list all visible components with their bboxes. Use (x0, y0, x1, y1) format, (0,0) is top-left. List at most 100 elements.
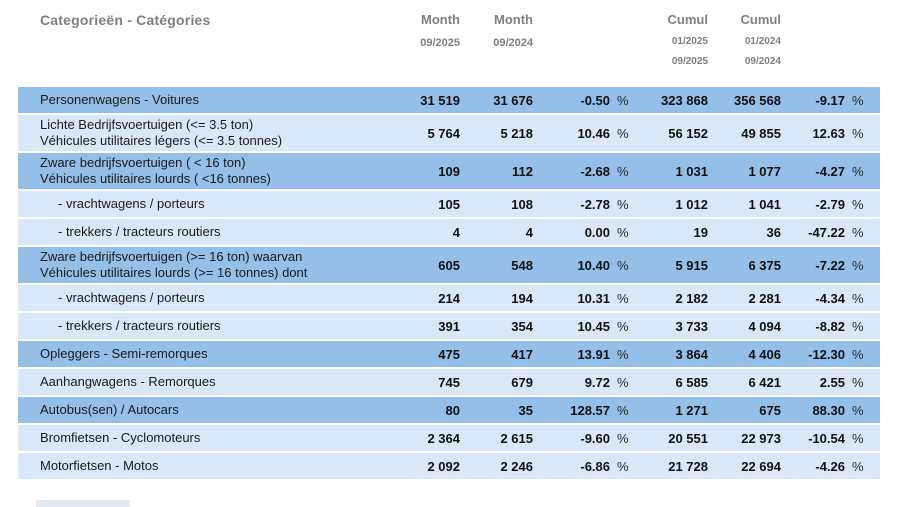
cumul-previous-value: 6 375 (748, 257, 781, 273)
percent-sign: % (617, 290, 629, 306)
category-label: Autobus(sen) / Autocars (18, 402, 358, 418)
table-row: Personenwagens - Voitures 31 519 31 676 … (18, 87, 880, 113)
month-previous-value: 4 (525, 224, 533, 240)
month-current-column-header: Month 09/2025 (420, 12, 460, 49)
month-previous-value: 2 246 (500, 458, 533, 474)
cumul-current-value: 1 031 (675, 163, 708, 179)
table-body: Personenwagens - Voitures 31 519 31 676 … (18, 87, 880, 479)
vehicle-registrations-table: Categorieën - Catégories Month 09/2025 M… (18, 0, 880, 481)
category-label-line: Véhicules utilitaires lourds (>= 16 tonn… (40, 265, 308, 280)
table-row: Autobus(sen) / Autocars 80 35 128.57 % 1… (18, 397, 880, 423)
category-label-line: Motorfietsen - Motos (40, 458, 159, 473)
cumul-current-value: 323 868 (661, 92, 708, 108)
category-label-line: - trekkers / tracteurs routiers (58, 318, 221, 333)
month-change-value: -0.50 (580, 92, 610, 108)
cumul-change-value: 88.30 (812, 402, 845, 418)
category-label-line: Opleggers - Semi-remorques (40, 346, 208, 361)
month-current-value: 2 364 (427, 430, 460, 446)
month-previous-value: 35 (518, 402, 533, 418)
percent-sign: % (617, 430, 629, 446)
table-row: - vrachtwagens / porteurs 105 108 -2.78 … (18, 191, 880, 217)
category-label-line: Zware bedrijfsvoertuigen ( < 16 ton) (40, 155, 246, 170)
percent-sign: % (852, 163, 864, 179)
category-label-line: Véhicules utilitaires lourds ( <16 tonne… (40, 171, 271, 186)
month-change-value: 13.91 (577, 346, 610, 362)
cumul-previous-value: 2 281 (748, 290, 781, 306)
percent-sign: % (617, 125, 629, 141)
percent-sign: % (852, 318, 864, 334)
month-current-value: 214 (438, 290, 460, 306)
category-label-line: - trekkers / tracteurs routiers (58, 224, 221, 239)
category-label: Bromfietsen - Cyclomoteurs (18, 430, 358, 446)
month-change-value: 10.31 (577, 290, 610, 306)
cumul-current-value: 20 551 (668, 430, 708, 446)
month-previous-value: 2 615 (500, 430, 533, 446)
percent-sign: % (617, 257, 629, 273)
cumul-current-value: 56 152 (668, 125, 708, 141)
table-row: - trekkers / tracteurs routiers 4 4 0.00… (18, 219, 880, 245)
cumul-previous-column-header: Cumul 01/2024 09/2024 (740, 12, 781, 67)
month-previous-value: 5 218 (500, 125, 533, 141)
cutoff-row-fragment (36, 500, 130, 507)
category-label-line: Aanhangwagens - Remorques (40, 374, 216, 389)
cumul-change-value: -7.22 (815, 257, 845, 273)
cumul-previous-value: 22 973 (741, 430, 781, 446)
cumul-previous-value: 1 077 (748, 163, 781, 179)
table-header: Categorieën - Catégories Month 09/2025 M… (18, 0, 880, 87)
category-label: Zware bedrijfsvoertuigen ( < 16 ton) Véhi… (18, 155, 358, 187)
cumul-change-value: -9.17 (815, 92, 845, 108)
category-label: Lichte Bedrijfsvoertuigen (<= 3.5 ton) Vé… (18, 117, 358, 149)
category-label-line: Autobus(sen) / Autocars (40, 402, 179, 417)
category-label-line: - vrachtwagens / porteurs (58, 290, 205, 305)
month-current-value: 605 (438, 257, 460, 273)
month-previous-value: 679 (511, 374, 533, 390)
month-change-value: 128.57 (570, 402, 610, 418)
month-change-value: -2.68 (580, 163, 610, 179)
cumul-change-value: -10.54 (808, 430, 845, 446)
category-label-line: Lichte Bedrijfsvoertuigen (<= 3.5 ton) (40, 117, 254, 132)
percent-sign: % (617, 196, 629, 212)
percent-sign: % (852, 290, 864, 306)
month-previous-value: 112 (512, 163, 533, 179)
month-previous-value: 417 (511, 346, 533, 362)
percent-sign: % (852, 92, 864, 108)
cumul-change-value: -4.26 (815, 458, 845, 474)
month-change-value: -6.86 (580, 458, 610, 474)
cumul-current-value: 1 271 (675, 402, 708, 418)
month-previous-value: 354 (511, 318, 533, 334)
percent-sign: % (852, 346, 864, 362)
cumul-previous-value: 36 (766, 224, 781, 240)
month-current-value: 2 092 (427, 458, 460, 474)
percent-sign: % (617, 224, 629, 240)
cumul-previous-value: 4 406 (748, 346, 781, 362)
cumul-current-column-header: Cumul 01/2025 09/2025 (667, 12, 708, 67)
cumul-change-value: -12.30 (808, 346, 845, 362)
cumul-current-value: 1 012 (675, 196, 708, 212)
month-current-value: 5 764 (427, 125, 460, 141)
month-current-value: 4 (452, 224, 460, 240)
percent-sign: % (617, 402, 629, 418)
cumul-previous-value: 1 041 (748, 196, 781, 212)
category-label-line: - vrachtwagens / porteurs (58, 196, 205, 211)
category-label-line: Véhicules utilitaires légers (<= 3.5 ton… (40, 133, 283, 148)
month-change-value: -9.60 (580, 430, 610, 446)
cumul-current-value: 2 182 (675, 290, 708, 306)
category-label: Zware bedrijfsvoertuigen (>= 16 ton) waa… (18, 249, 358, 281)
category-label: Motorfietsen - Motos (18, 458, 358, 474)
table-row: Bromfietsen - Cyclomoteurs 2 364 2 615 -… (18, 425, 880, 451)
table-row: Opleggers - Semi-remorques 475 417 13.91… (18, 341, 880, 367)
category-label-line: Personenwagens - Voitures (40, 92, 199, 107)
table-row: Zware bedrijfsvoertuigen ( < 16 ton) Véhi… (18, 153, 880, 189)
category-label: - trekkers / tracteurs routiers (18, 224, 358, 240)
percent-sign: % (852, 257, 864, 273)
cumul-previous-value: 675 (759, 402, 781, 418)
percent-sign: % (617, 92, 629, 108)
cumul-change-value: 12.63 (812, 125, 845, 141)
month-change-value: 10.46 (577, 125, 610, 141)
month-current-value: 31 519 (420, 92, 460, 108)
month-previous-value: 548 (511, 257, 533, 273)
cumul-change-value: -2.79 (815, 196, 845, 212)
percent-sign: % (852, 196, 864, 212)
cumul-previous-value: 4 094 (748, 318, 781, 334)
month-change-value: 10.40 (577, 257, 610, 273)
